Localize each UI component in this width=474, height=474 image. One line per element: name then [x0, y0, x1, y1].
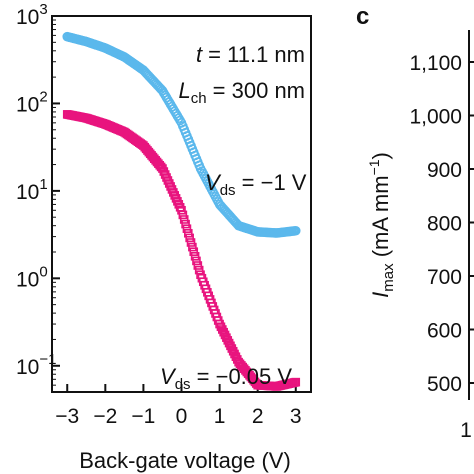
panel-c-y-tick-label: 600 [427, 320, 462, 343]
data-point [189, 247, 199, 256]
data-point [192, 256, 201, 266]
data-point [182, 224, 192, 233]
y-tick-label: 100 [16, 263, 48, 291]
panel-c-y-tick-label: 500 [427, 373, 462, 396]
panel-c-y-ticks: 1,100 1,000 900 800 700 600 500 [409, 52, 474, 396]
data-point [290, 225, 301, 236]
panel-c-y-axis-label: Imax (mA mm−1) [366, 152, 397, 298]
data-point [179, 215, 189, 224]
y-tick-label: 101 [16, 176, 48, 204]
panel-c-x-tick-partial: 1 [460, 419, 472, 442]
x-axis-label: Back-gate voltage (V) [79, 448, 291, 473]
data-point [186, 238, 196, 247]
data-point [178, 210, 188, 220]
data-point [190, 251, 200, 261]
data-point [185, 233, 194, 243]
y-tick-label: 102 [16, 88, 48, 116]
panel-c-y-tick-label: 900 [427, 159, 462, 182]
data-point [181, 219, 190, 229]
panel-c-y-tick-label: 1,000 [409, 106, 462, 129]
series-vds-1v [62, 31, 301, 238]
data-point [177, 205, 186, 215]
annotation-channel-length: Lch = 300 nm [178, 78, 305, 107]
annotation-vds-005v: Vds = −0.05 V [160, 364, 292, 393]
x-tick-label: −1 [131, 405, 155, 428]
data-point [188, 242, 197, 252]
panel-c-y-tick-label: 800 [427, 213, 462, 236]
x-tick-label: 0 [176, 405, 188, 428]
data-point [291, 377, 301, 387]
panel-label-c: c [356, 3, 369, 30]
annotation-thickness: t = 11.1 nm [196, 42, 305, 67]
data-point [193, 261, 203, 270]
panel-c-y-tick-label: 700 [427, 266, 462, 289]
x-tick-label: −3 [55, 405, 79, 428]
data-point [184, 228, 193, 238]
y-tick-label: 10−1 [16, 351, 56, 379]
annotation-vds-1v: Vds = −1 V [205, 170, 307, 199]
y-tick-label: 103 [16, 1, 48, 29]
x-tick-label: 2 [252, 405, 264, 428]
panel-c-y-tick-label: 1,100 [409, 52, 462, 75]
x-tick-label: 3 [290, 405, 302, 428]
x-tick-label: −2 [93, 405, 117, 428]
series-layer [62, 31, 301, 391]
y-ticks: 103 102 101 100 10−1 [16, 1, 60, 386]
x-tick-label: 1 [214, 405, 226, 428]
series-vds-005v [62, 110, 301, 391]
data-point [194, 265, 204, 275]
